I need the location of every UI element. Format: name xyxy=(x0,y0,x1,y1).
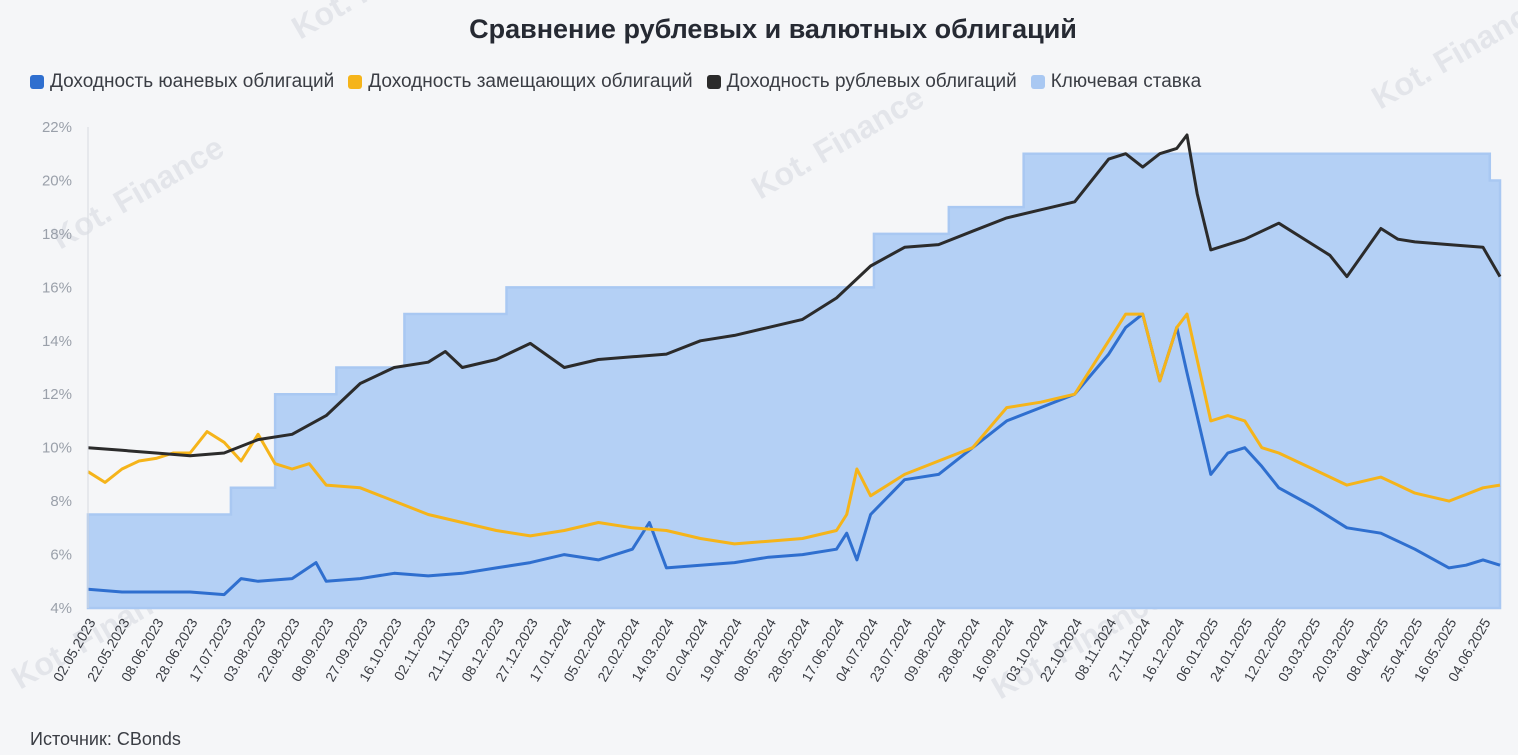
legend-swatch-ruble xyxy=(706,75,721,89)
y-tick-label: 8% xyxy=(50,493,72,510)
key-rate-area-layer xyxy=(86,152,1502,610)
y-tick-label: 14% xyxy=(42,333,72,350)
legend-swatch-yuan xyxy=(30,75,44,89)
y-tick-label: 16% xyxy=(42,279,72,296)
watermark-text: Kot. Finance xyxy=(286,0,470,46)
y-tick-label: 10% xyxy=(42,440,72,457)
legend-label-key-rate: Ключевая ставка xyxy=(1050,71,1202,92)
chart-plot: Kot. Finance Kot. Finance Kot. Finance Kot.… xyxy=(6,0,1518,706)
watermark-text: Kot. Finance xyxy=(46,129,230,256)
y-axis: 4% 6% 8% 10% 12% 14% 16% 18% 20% 22% xyxy=(42,119,89,617)
legend-swatch-replacement xyxy=(348,75,363,89)
watermark-text: Kot. Finance xyxy=(1366,0,1518,116)
y-tick-label: 12% xyxy=(42,386,72,403)
series-ruble-line xyxy=(87,133,1502,458)
y-tick-label: 18% xyxy=(42,226,72,243)
legend-label-ruble: Доходность рублевых облигаций xyxy=(726,71,1017,92)
legend-swatch-key-rate xyxy=(1030,75,1045,89)
y-tick-label: 22% xyxy=(42,119,72,136)
legend: Доходность юаневых облигаций Доходность … xyxy=(30,71,1201,93)
series-replacement-line xyxy=(87,312,1501,546)
legend-item-ruble[interactable]: Доходность рублевых облигаций xyxy=(706,71,1017,93)
chart-title: Сравнение рублевых и валютных облигаций xyxy=(469,14,1077,44)
legend-label-replacement: Доходность замещающих облигаций xyxy=(368,71,693,92)
series-line-layer xyxy=(87,133,1502,597)
legend-label-yuan: Доходность юаневых облигаций xyxy=(50,71,335,92)
legend-item-replacement[interactable]: Доходность замещающих облигаций xyxy=(348,71,693,93)
series-yuan-line xyxy=(87,312,1501,597)
source-note: Источник: CBonds xyxy=(30,729,181,749)
x-axis: 02.05.202322.05.202308.06.202328.06.2023… xyxy=(50,615,1494,684)
legend-item-key-rate[interactable]: Ключевая ставка xyxy=(1030,71,1202,93)
y-tick-label: 20% xyxy=(42,172,72,189)
watermark-text: Kot. Finance xyxy=(746,79,930,206)
legend-item-yuan[interactable]: Доходность юаневых облигаций xyxy=(30,71,334,93)
y-tick-label: 4% xyxy=(50,600,72,617)
series-key-rate-area xyxy=(86,152,1502,610)
y-tick-label: 6% xyxy=(50,547,72,564)
